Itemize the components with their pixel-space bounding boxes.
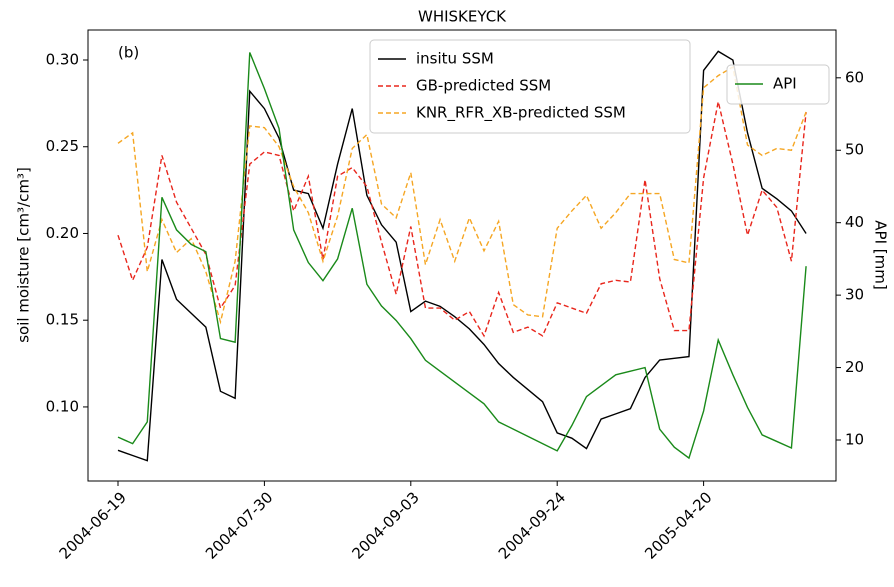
y2-tick-label: 30 xyxy=(845,286,864,304)
legend-label: insitu SSM xyxy=(416,50,494,68)
x-tick-label: 2005-04-20 xyxy=(641,488,715,562)
legend-label: KNR_RFR_XB-predicted SSM xyxy=(416,104,626,123)
series-line xyxy=(117,101,807,338)
legend-box xyxy=(369,39,691,134)
legend-box xyxy=(726,64,830,105)
x-tick-label: 2004-07-30 xyxy=(202,488,276,562)
legend-label: API xyxy=(773,75,797,93)
series-line xyxy=(117,52,807,460)
y-tick-label: 0.25 xyxy=(46,137,79,155)
y2-tick-label: 60 xyxy=(845,68,864,86)
x-tick-label: 2004-09-03 xyxy=(348,488,422,562)
y-tick-label: 0.20 xyxy=(46,224,79,242)
y-axis-label: soil moisture [cm³/cm³] xyxy=(15,167,33,343)
x-tick-label: 2004-09-24 xyxy=(495,488,569,562)
y2-tick-label: 20 xyxy=(845,358,864,376)
legend-label: GB-predicted SSM xyxy=(416,77,551,95)
y-tick-label: 0.10 xyxy=(46,397,79,415)
y2-tick-label: 10 xyxy=(845,431,864,449)
y-tick-label: 0.15 xyxy=(46,311,79,329)
plot-frame xyxy=(87,29,837,482)
y2-tick-label: 50 xyxy=(845,141,864,159)
chart-title: WHISKEYCK xyxy=(418,8,507,26)
x-tick-label: 2004-06-19 xyxy=(56,488,130,562)
y-tick-label: 0.30 xyxy=(46,51,79,69)
annotation: (b) xyxy=(118,44,139,62)
series-line xyxy=(117,65,807,325)
y2-axis-label: API [mm] xyxy=(872,220,890,289)
y2-tick-label: 40 xyxy=(845,213,864,231)
